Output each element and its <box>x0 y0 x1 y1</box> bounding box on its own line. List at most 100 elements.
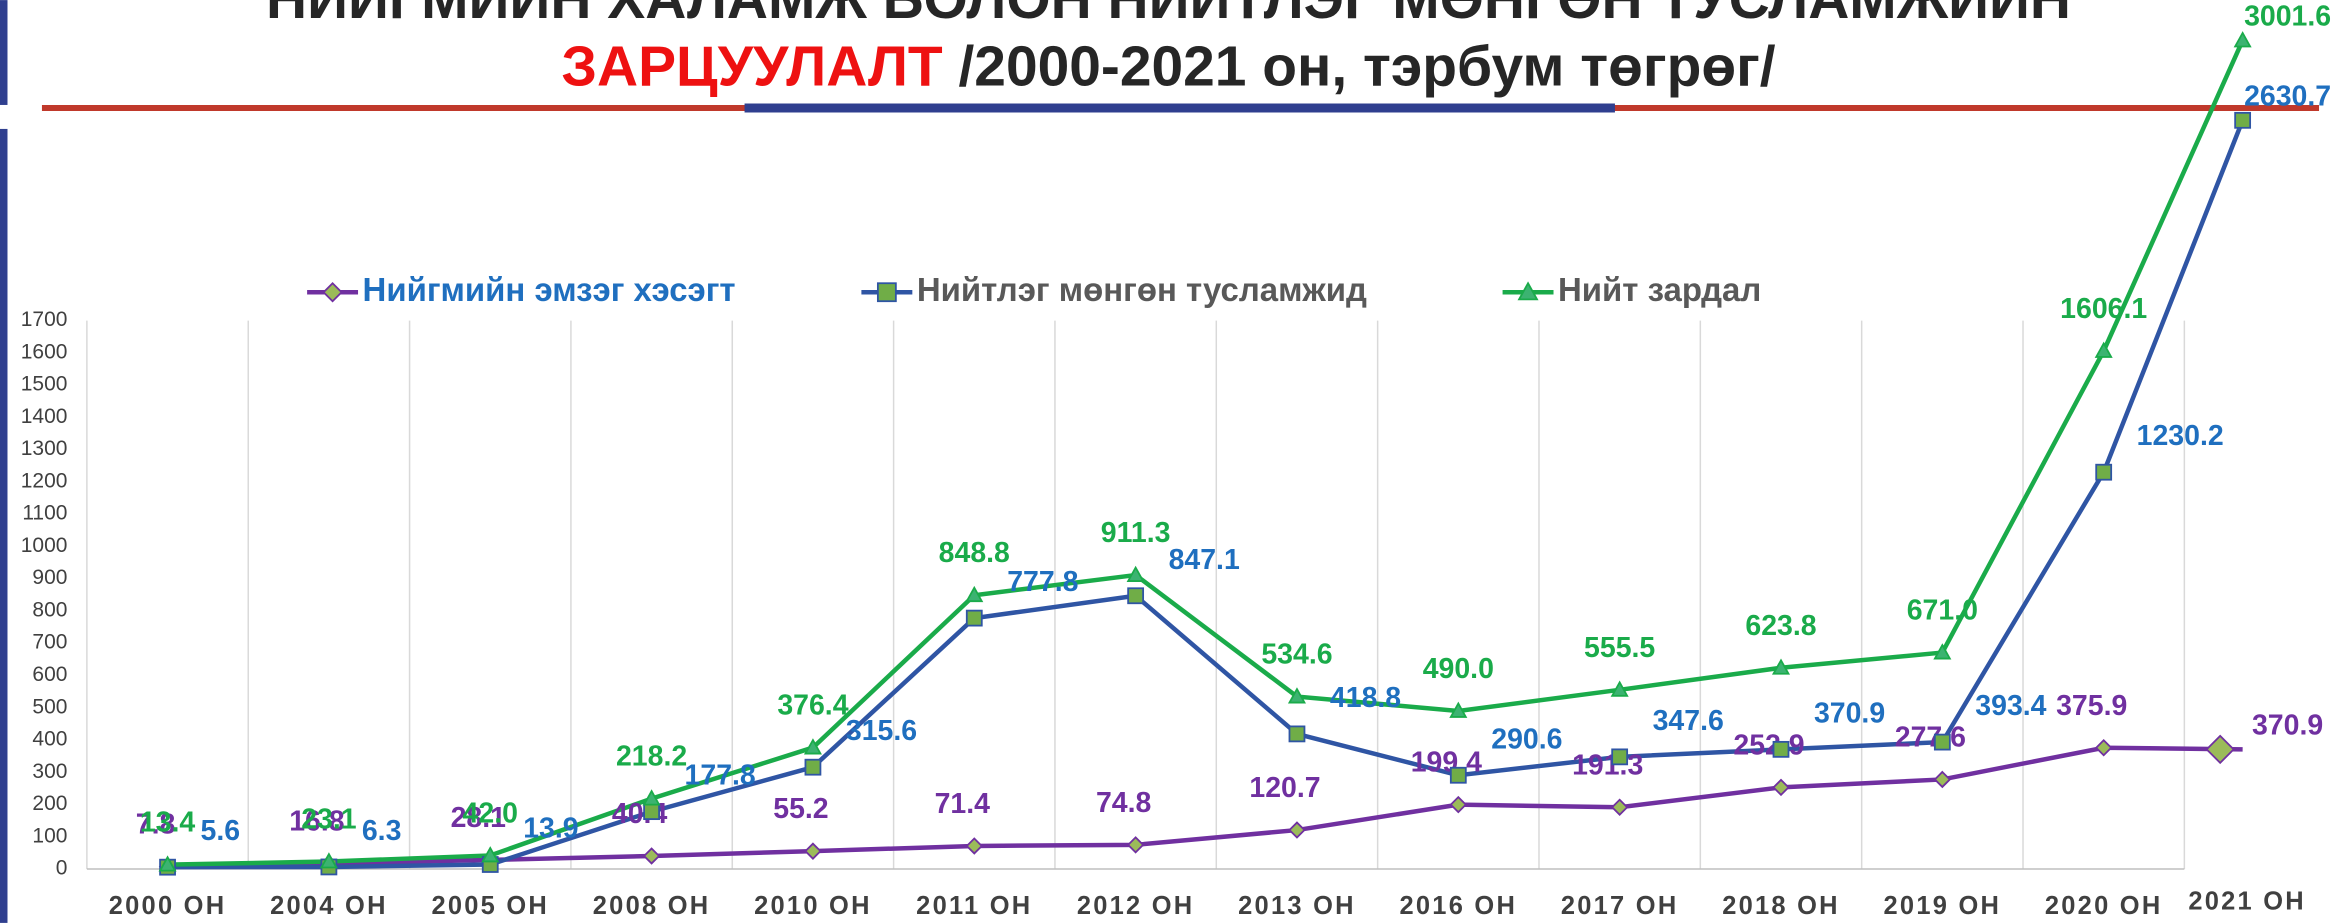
data-label: 23.1 <box>301 804 357 836</box>
series-line <box>167 119 2245 870</box>
x-tick-label: 2019 ОН <box>1884 892 2002 920</box>
marker-square <box>965 609 983 627</box>
x-tick-label: 2020 ОН <box>2045 892 2163 920</box>
marker-diamond <box>642 847 661 865</box>
x-tick-label: 2017 ОН <box>1561 892 1679 920</box>
marker-square <box>1449 766 1467 784</box>
x-tick-label: 2011 ОН <box>916 892 1032 920</box>
marker-diamond <box>2205 734 2235 765</box>
data-label: 7.8 <box>136 809 176 841</box>
data-label: 71.4 <box>935 788 991 820</box>
marker-triangle <box>1287 687 1306 704</box>
x-tick-label: 2018 ОН <box>1722 892 1840 920</box>
series-line <box>167 745 2243 869</box>
data-label: 347.6 <box>1653 705 1724 737</box>
y-tick-label: 600 <box>32 663 67 686</box>
x-tick-label: 2012 ОН <box>1077 892 1195 920</box>
y-tick-label: 1000 <box>21 534 68 557</box>
marker-square <box>876 282 897 303</box>
y-tick-label: 100 <box>32 824 67 847</box>
data-label: 1606.1 <box>2060 293 2147 325</box>
marker-square <box>1933 733 1951 751</box>
data-label: 5.6 <box>201 815 241 847</box>
title-highlight: ЗАРЦУУЛАЛТ <box>561 34 943 98</box>
data-label: 199.4 <box>1411 747 1482 779</box>
marker-triangle <box>158 855 177 872</box>
marker-square <box>643 803 660 821</box>
marker-triangle <box>481 846 500 863</box>
data-label: 28.1 <box>451 802 507 834</box>
data-label: 777.8 <box>1007 566 1078 598</box>
marker-triangle <box>2233 31 2252 48</box>
marker-square <box>2234 111 2252 129</box>
data-label: 623.8 <box>1745 610 1816 642</box>
marker-diamond <box>965 837 984 855</box>
y-tick-label: 0 <box>56 857 68 880</box>
y-tick-label: 500 <box>32 695 67 718</box>
marker-triangle <box>1126 565 1145 582</box>
title-rest: /2000-2021 он, тэрбум төгрөг/ <box>958 34 1775 98</box>
y-tick-label: 200 <box>32 792 67 815</box>
marker-triangle <box>2094 341 2113 358</box>
data-label: 315.6 <box>846 715 917 747</box>
x-tick-label: 2013 ОН <box>1238 892 1356 920</box>
y-tick-label: 1500 <box>21 373 68 396</box>
data-label: 290.6 <box>1491 723 1562 755</box>
marker-triangle <box>1517 281 1539 301</box>
y-tick-label: 1100 <box>22 502 67 525</box>
legend-label: Нийгмийн эмзэг хэсэгт <box>363 271 736 308</box>
marker-triangle <box>1933 643 1952 660</box>
marker-triangle <box>1610 680 1629 697</box>
marker-square <box>1288 725 1306 743</box>
data-label: 555.5 <box>1584 632 1655 664</box>
data-label: 3001.6 <box>2244 0 2331 32</box>
x-tick-label: 2010 ОН <box>754 892 872 920</box>
data-label: 16.8 <box>289 806 344 838</box>
side-stripe <box>0 128 8 923</box>
data-label: 218.2 <box>616 741 687 773</box>
marker-diamond <box>1610 798 1629 817</box>
data-label: 376.4 <box>777 690 848 722</box>
data-label: 42.0 <box>463 797 518 829</box>
marker-diamond <box>1126 836 1145 854</box>
marker-triangle <box>1771 658 1791 675</box>
data-label: 13.4 <box>140 807 196 839</box>
y-tick-label: 800 <box>32 599 67 622</box>
data-label: 848.8 <box>939 537 1010 569</box>
x-tick-label: 2005 ОН <box>431 892 549 920</box>
y-tick-label: 400 <box>32 728 67 751</box>
data-label: 375.9 <box>2056 690 2127 722</box>
marker-square <box>1772 740 1790 758</box>
y-tick-label: 900 <box>32 566 67 589</box>
legend-label: Нийт зардал <box>1558 271 1761 308</box>
y-tick-label: 1600 <box>21 340 68 363</box>
data-label: 55.2 <box>773 793 828 825</box>
legend-label: Нийтлэг мөнгөн тусламжид <box>917 271 1367 308</box>
data-label: 393.4 <box>1975 690 2046 722</box>
marker-diamond <box>1933 770 1952 789</box>
data-label: 252.9 <box>1733 729 1804 761</box>
data-label: 120.7 <box>1249 772 1320 804</box>
data-label: 74.8 <box>1096 787 1151 819</box>
data-label: 191.3 <box>1572 749 1643 781</box>
marker-triangle <box>965 585 984 603</box>
marker-triangle <box>803 738 822 755</box>
chart-subtitle: ЗАРЦУУЛАЛТ /2000-2021 он, тэрбум төгрөг/ <box>561 34 1775 98</box>
x-tick-label: 2021 ОН <box>2188 887 2306 915</box>
y-tick-label: 1400 <box>21 405 68 428</box>
data-label: 1230.2 <box>2137 420 2224 452</box>
marker-triangle <box>1449 701 1468 718</box>
marker-diamond <box>1288 821 1306 839</box>
marker-triangle <box>319 852 338 869</box>
data-label: 534.6 <box>1261 639 1332 671</box>
marker-square <box>1611 748 1629 766</box>
data-label: 6.3 <box>362 815 402 847</box>
marker-diamond <box>2094 738 2113 757</box>
x-tick-label: 2000 ОН <box>109 892 227 920</box>
x-tick-label: 2004 ОН <box>270 892 388 920</box>
marker-square <box>2095 463 2113 481</box>
marker-square <box>804 758 822 776</box>
data-label: 2630.7 <box>2244 80 2331 112</box>
